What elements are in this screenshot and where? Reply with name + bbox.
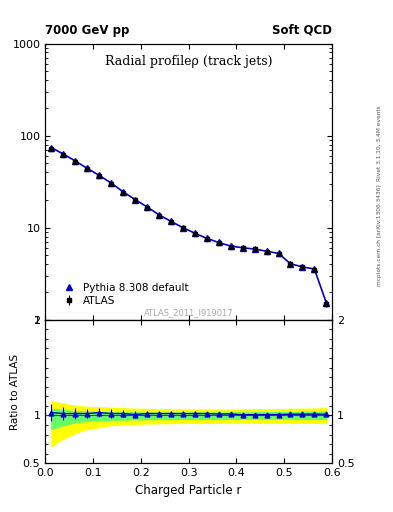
Text: Rivet 3.1.10, 3.4M events: Rivet 3.1.10, 3.4M events xyxy=(377,105,382,181)
Pythia 8.308 default xyxy=(240,245,245,251)
Pythia 8.308 default xyxy=(133,197,138,203)
Y-axis label: Ratio to ATLAS: Ratio to ATLAS xyxy=(10,353,20,430)
Pythia 8.308 default xyxy=(324,300,329,306)
Pythia 8.308 default xyxy=(300,264,305,270)
Pythia 8.308 default xyxy=(204,236,209,242)
Text: Soft QCD: Soft QCD xyxy=(272,24,332,37)
Pythia 8.308 default xyxy=(145,204,149,210)
Pythia 8.308 default xyxy=(252,246,257,252)
X-axis label: Charged Particle r: Charged Particle r xyxy=(136,484,242,497)
Pythia 8.308 default xyxy=(217,240,221,246)
Pythia 8.308 default xyxy=(264,248,269,254)
Pythia 8.308 default xyxy=(312,266,317,272)
Text: 7000 GeV pp: 7000 GeV pp xyxy=(45,24,130,37)
Pythia 8.308 default xyxy=(73,158,78,164)
Pythia 8.308 default xyxy=(228,243,233,249)
Pythia 8.308 default xyxy=(180,225,185,231)
Pythia 8.308 default xyxy=(157,211,162,218)
Pythia 8.308 default xyxy=(109,180,114,186)
Pythia 8.308 default xyxy=(193,230,197,237)
Text: mcplots.cern.ch [arXiv:1306.3436]: mcplots.cern.ch [arXiv:1306.3436] xyxy=(377,185,382,286)
Legend: Pythia 8.308 default, ATLAS: Pythia 8.308 default, ATLAS xyxy=(56,280,192,309)
Text: Radial profileρ (track jets): Radial profileρ (track jets) xyxy=(105,55,272,68)
Pythia 8.308 default xyxy=(49,144,54,151)
Text: ATLAS_2011_I919017: ATLAS_2011_I919017 xyxy=(144,308,233,317)
Pythia 8.308 default xyxy=(288,261,293,267)
Pythia 8.308 default xyxy=(276,250,281,257)
Pythia 8.308 default xyxy=(61,151,66,157)
Line: Pythia 8.308 default: Pythia 8.308 default xyxy=(49,145,329,306)
Pythia 8.308 default xyxy=(97,172,101,178)
Pythia 8.308 default xyxy=(85,165,90,172)
Pythia 8.308 default xyxy=(121,189,125,195)
Pythia 8.308 default xyxy=(169,218,173,224)
